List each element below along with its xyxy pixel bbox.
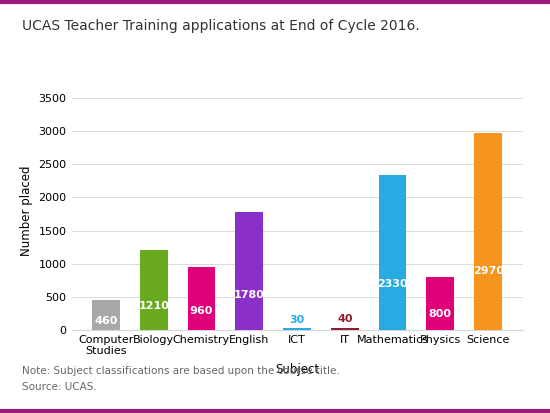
Text: 800: 800 (429, 309, 452, 319)
Text: 1780: 1780 (234, 290, 265, 300)
Text: 2970: 2970 (472, 266, 504, 276)
Text: Note: Subject classifications are based upon the course title.: Note: Subject classifications are based … (22, 366, 340, 375)
Text: 2330: 2330 (377, 279, 408, 289)
Y-axis label: Number placed: Number placed (20, 165, 33, 256)
Bar (140, 250, 168, 330)
Text: 40: 40 (337, 314, 353, 325)
Text: 460: 460 (94, 316, 118, 326)
Bar (283, 328, 311, 330)
Bar (426, 277, 454, 330)
Bar (92, 300, 120, 330)
Bar (331, 328, 359, 330)
Text: 30: 30 (289, 315, 305, 325)
Text: UCAS Teacher Training applications at End of Cycle 2016.: UCAS Teacher Training applications at En… (22, 19, 420, 33)
X-axis label: Subject: Subject (275, 363, 319, 376)
Bar (474, 133, 502, 330)
Text: Source: UCAS.: Source: UCAS. (22, 382, 97, 392)
Bar (235, 212, 263, 330)
Bar (379, 176, 406, 330)
Text: 960: 960 (190, 306, 213, 316)
Text: 1210: 1210 (138, 301, 169, 311)
Bar (188, 266, 215, 330)
